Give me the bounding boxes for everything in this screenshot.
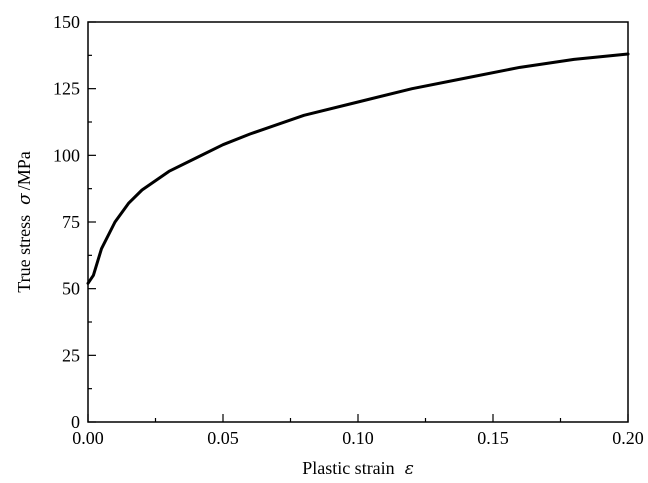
y-tick-label: 100 [53, 145, 80, 165]
axis-ticks [87, 21, 629, 423]
y-axis-unit: /MPa [14, 151, 34, 190]
x-tick-label: 0.15 [477, 428, 509, 448]
y-tick-label: 50 [62, 279, 80, 299]
y-tick-label: 0 [71, 412, 80, 432]
x-tick-label: 0.05 [207, 428, 239, 448]
y-axis-label-text: True stress [14, 215, 34, 293]
y-tick-label: 125 [53, 79, 80, 99]
series-group [86, 52, 630, 285]
y-tick-label: 150 [53, 12, 80, 32]
x-axis-symbol: ε [405, 459, 414, 479]
y-axis-symbol: σ [15, 193, 35, 205]
x-axis-label-text: Plastic strain [302, 458, 395, 478]
y-tick-label: 75 [62, 212, 80, 232]
tick-labels: 0.00 0.05 0.10 0.15 0.20 0 25 50 75 100 125 150 [53, 12, 644, 448]
x-axis-label: Plastic strain ε [302, 458, 414, 479]
x-tick-label: 0.00 [72, 428, 104, 448]
y-axis-label: True stress σ/MPa [14, 151, 35, 292]
y-tick-label: 25 [62, 345, 80, 365]
plot-frame [87, 21, 629, 423]
x-tick-label: 0.10 [342, 428, 374, 448]
stress-strain-curve [86, 52, 630, 285]
x-tick-label: 0.20 [612, 428, 644, 448]
